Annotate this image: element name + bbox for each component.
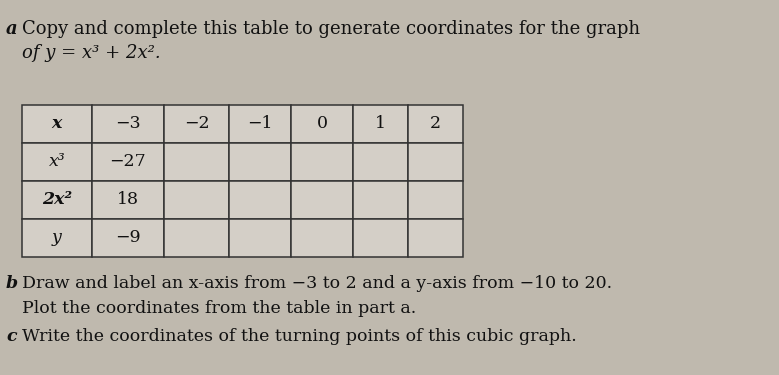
Text: b: b (6, 275, 18, 292)
Text: Write the coordinates of the turning points of this cubic graph.: Write the coordinates of the turning poi… (22, 328, 576, 345)
Bar (92, 105, 164, 143)
Bar (92, 219, 164, 257)
Text: Plot the coordinates from the table in part a.: Plot the coordinates from the table in p… (22, 300, 416, 317)
Text: x: x (52, 116, 62, 132)
Text: Copy and complete this table to generate coordinates for the graph: Copy and complete this table to generate… (22, 20, 640, 38)
Bar (353, 181, 408, 219)
Bar (164, 219, 229, 257)
Bar (408, 143, 463, 181)
Text: −3: −3 (115, 116, 141, 132)
Bar (22, 181, 92, 219)
Bar (353, 143, 408, 181)
Bar (229, 219, 291, 257)
Bar (353, 105, 408, 143)
Bar (353, 219, 408, 257)
Bar (408, 219, 463, 257)
Bar (22, 219, 92, 257)
Text: 0: 0 (316, 116, 327, 132)
Bar (408, 105, 463, 143)
Bar (229, 105, 291, 143)
Bar (92, 143, 164, 181)
Text: −2: −2 (184, 116, 210, 132)
Bar (408, 181, 463, 219)
Text: 18: 18 (117, 192, 139, 208)
Text: −9: −9 (115, 230, 141, 246)
Bar (229, 143, 291, 181)
Bar (22, 105, 92, 143)
Bar (291, 219, 353, 257)
Bar (164, 181, 229, 219)
Text: x³: x³ (48, 153, 65, 171)
Text: c: c (6, 328, 16, 345)
Text: a: a (6, 20, 18, 38)
Text: 1: 1 (375, 116, 386, 132)
Bar (229, 181, 291, 219)
Bar (291, 143, 353, 181)
Text: of y = x³ + 2x².: of y = x³ + 2x². (22, 44, 160, 62)
Text: y: y (52, 230, 62, 246)
Bar (164, 143, 229, 181)
Text: 2: 2 (430, 116, 441, 132)
Text: 2x²: 2x² (42, 192, 72, 208)
Text: −1: −1 (247, 116, 273, 132)
Text: Draw and label an x-axis from −3 to 2 and a y-axis from −10 to 20.: Draw and label an x-axis from −3 to 2 an… (22, 275, 612, 292)
Bar (22, 143, 92, 181)
Bar (291, 181, 353, 219)
Bar (164, 105, 229, 143)
Bar (291, 105, 353, 143)
Text: −27: −27 (110, 153, 146, 171)
Bar (92, 181, 164, 219)
